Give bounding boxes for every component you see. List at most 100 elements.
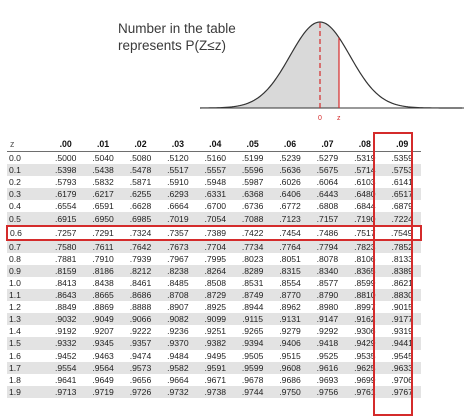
table-row: 0.9.8159.8186.8212.8238.8264.8289.8315.8… — [7, 264, 421, 277]
probability-cell: .7910 — [92, 253, 114, 264]
probability-cell: .6064 — [316, 177, 339, 188]
table-row: 0.2 .5793 .5832 .5871 .5910 .5948 .5987 .6026 .6… — [7, 176, 421, 188]
probability-cell: .7764 — [271, 239, 309, 253]
probability-cell: .9115 — [233, 313, 272, 326]
column-header: .06 — [271, 136, 309, 152]
z-column-header: z — [7, 136, 47, 152]
probability-cell: .7454 — [271, 224, 309, 241]
probability-cell: .5596 — [233, 164, 272, 177]
column-header: .09 — [383, 136, 421, 152]
probability-cell: .5753 — [383, 164, 421, 177]
probability-cell: .8289 — [233, 264, 272, 277]
probability-cell: .9441 — [383, 337, 421, 350]
probability-cell: .9099 — [196, 313, 234, 326]
probability-cell: .8554 — [279, 277, 301, 288]
row-z-value: 1.9 — [7, 385, 47, 398]
probability-cell: .6217 — [84, 188, 122, 201]
probability-cell: .8485 — [167, 277, 189, 288]
probability-cell: .8686 — [121, 289, 160, 302]
probability-cell: .8315 — [271, 264, 309, 277]
row-z-value: 1.5 — [7, 337, 47, 350]
probability-cell: .7611 — [84, 239, 122, 253]
shaded-area-under-curve — [200, 22, 339, 108]
row-z-value: 0.6 — [6, 224, 47, 241]
probability-cell: .8389 — [383, 264, 421, 277]
column-header: .02 — [121, 136, 160, 152]
caption-line-1: Number in the table — [118, 21, 236, 36]
probability-cell: .9236 — [167, 326, 189, 337]
probability-cell: .9418 — [308, 337, 347, 350]
table-row: 1.9.9713.9719.9726.9732.9738.9744.9750.9… — [7, 385, 421, 398]
probability-cell: .6628 — [129, 201, 152, 212]
probability-cell: .9525 — [316, 350, 339, 361]
probability-cell: .8159 — [47, 264, 85, 277]
z-label: z — [337, 115, 341, 122]
probability-cell: .5910 — [167, 177, 189, 188]
probability-cell: .7549 — [383, 224, 422, 241]
table-row: 0.6.7257.7291.7324.7357.7389.7422.7454.7… — [6, 224, 422, 241]
table-row: 1.2 .8849 .8869 .8888 .8907 .8925 .8944 .8962 .8… — [7, 301, 421, 313]
probability-cell: .9162 — [346, 313, 384, 326]
probability-cell: .9535 — [354, 350, 376, 361]
row-z-value: 1.3 — [7, 313, 47, 326]
probability-cell: .8830 — [383, 289, 421, 302]
probability-cell: .7389 — [196, 224, 234, 241]
caption-line-2: represents P(Z≤z) — [118, 38, 226, 53]
probability-cell: .9306 — [354, 326, 376, 337]
probability-cell: .6103 — [354, 177, 376, 188]
normal-curve-svg: 0 z — [200, 21, 464, 122]
probability-cell: .9382 — [196, 337, 234, 350]
probability-cell: .9664 — [167, 374, 189, 385]
table-row: 0.5.6915.6950.6985.7019.7054.7088.7123.7… — [7, 212, 421, 226]
probability-cell: .8665 — [84, 289, 122, 302]
probability-cell: .7794 — [308, 239, 347, 253]
probability-cell: .9370 — [159, 337, 197, 350]
probability-cell: .7190 — [346, 212, 384, 226]
table-row: 1.0 .8413 .8438 .8461 .8485 .8508 .8531 .8554 .8… — [7, 277, 421, 289]
probability-cell: .9706 — [391, 374, 413, 385]
probability-cell: .9222 — [129, 326, 152, 337]
probability-cell: .8051 — [279, 253, 301, 264]
probability-cell: .9719 — [84, 385, 122, 398]
row-z-value: 1.1 — [7, 289, 47, 302]
probability-cell: .7486 — [308, 224, 347, 241]
probability-cell: .9429 — [346, 337, 384, 350]
row-z-value: 1.0 — [9, 277, 21, 288]
probability-cell: .9357 — [121, 337, 160, 350]
table-row: 0.4 .6554 .6591 .6628 .6664 .6700 .6736 .6772 .6… — [7, 200, 421, 212]
mean-label: 0 — [318, 115, 322, 122]
probability-cell: .8186 — [84, 264, 122, 277]
probability-cell: .8907 — [167, 302, 189, 313]
probability-cell: .7995 — [204, 253, 227, 264]
probability-cell: .8888 — [129, 302, 152, 313]
probability-cell: .5239 — [279, 153, 301, 164]
row-z-value: 0.1 — [7, 164, 47, 177]
probability-cell: .9573 — [121, 361, 160, 374]
probability-cell: .9066 — [121, 313, 160, 326]
probability-cell: .8212 — [121, 264, 160, 277]
row-z-value: 0.3 — [7, 188, 47, 201]
probability-cell: .5080 — [129, 153, 152, 164]
probability-cell: .5319 — [354, 153, 376, 164]
table-row: 1.1.8643.8665.8686.8708.8729.8749.8770.8… — [7, 289, 421, 302]
probability-cell: .7967 — [167, 253, 189, 264]
probability-cell: .6293 — [159, 188, 197, 201]
row-z-value: 1.6 — [9, 350, 21, 361]
table-row: 0.8 .7881 .7910 .7939 .7967 .7995 .8023 .8051 .8… — [7, 253, 421, 265]
probability-cell: .9251 — [204, 326, 227, 337]
probability-cell: .8577 — [316, 277, 339, 288]
row-z-value: 0.0 — [9, 153, 21, 164]
probability-cell: .6591 — [92, 201, 114, 212]
probability-cell: .8438 — [92, 277, 114, 288]
probability-cell: .7357 — [159, 224, 197, 241]
row-z-value: 0.7 — [7, 239, 47, 253]
probability-cell: .9406 — [271, 337, 309, 350]
probability-cell: .9633 — [383, 361, 421, 374]
probability-cell: .7852 — [383, 239, 421, 253]
probability-cell: .9082 — [159, 313, 197, 326]
probability-cell: .9177 — [383, 313, 421, 326]
probability-cell: .8749 — [233, 289, 272, 302]
probability-cell: .8997 — [354, 302, 376, 313]
probability-cell: .7324 — [121, 224, 160, 241]
probability-cell: .5000 — [54, 153, 77, 164]
